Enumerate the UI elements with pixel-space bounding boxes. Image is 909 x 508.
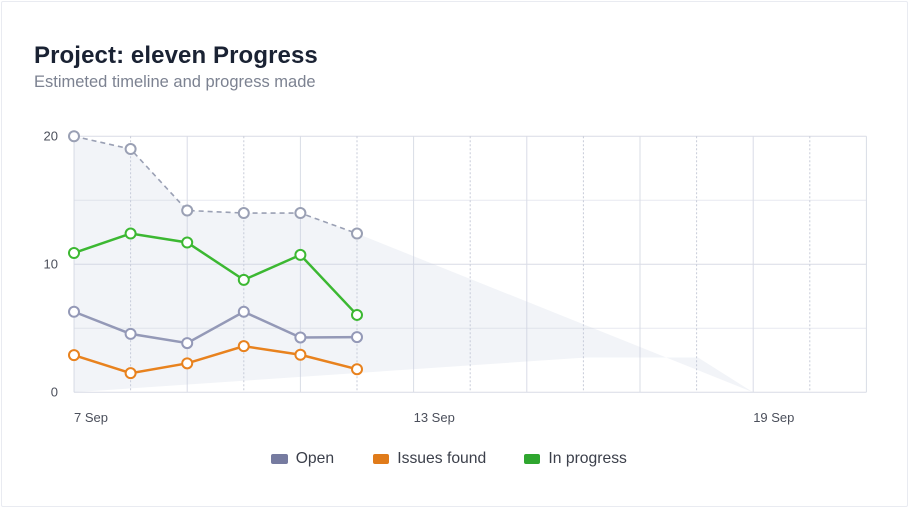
svg-text:0: 0 [51, 385, 58, 400]
svg-text:13 Sep: 13 Sep [414, 410, 455, 425]
svg-text:19 Sep: 19 Sep [753, 410, 794, 425]
svg-text:20: 20 [44, 129, 58, 144]
svg-text:10: 10 [44, 257, 58, 272]
svg-text:7 Sep: 7 Sep [74, 410, 108, 425]
